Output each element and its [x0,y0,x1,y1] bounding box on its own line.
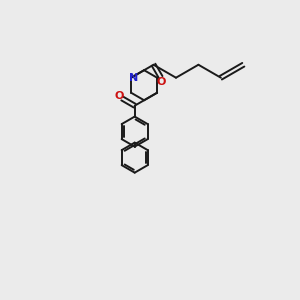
Text: N: N [129,73,139,83]
Text: O: O [157,76,166,86]
Text: O: O [114,91,124,101]
